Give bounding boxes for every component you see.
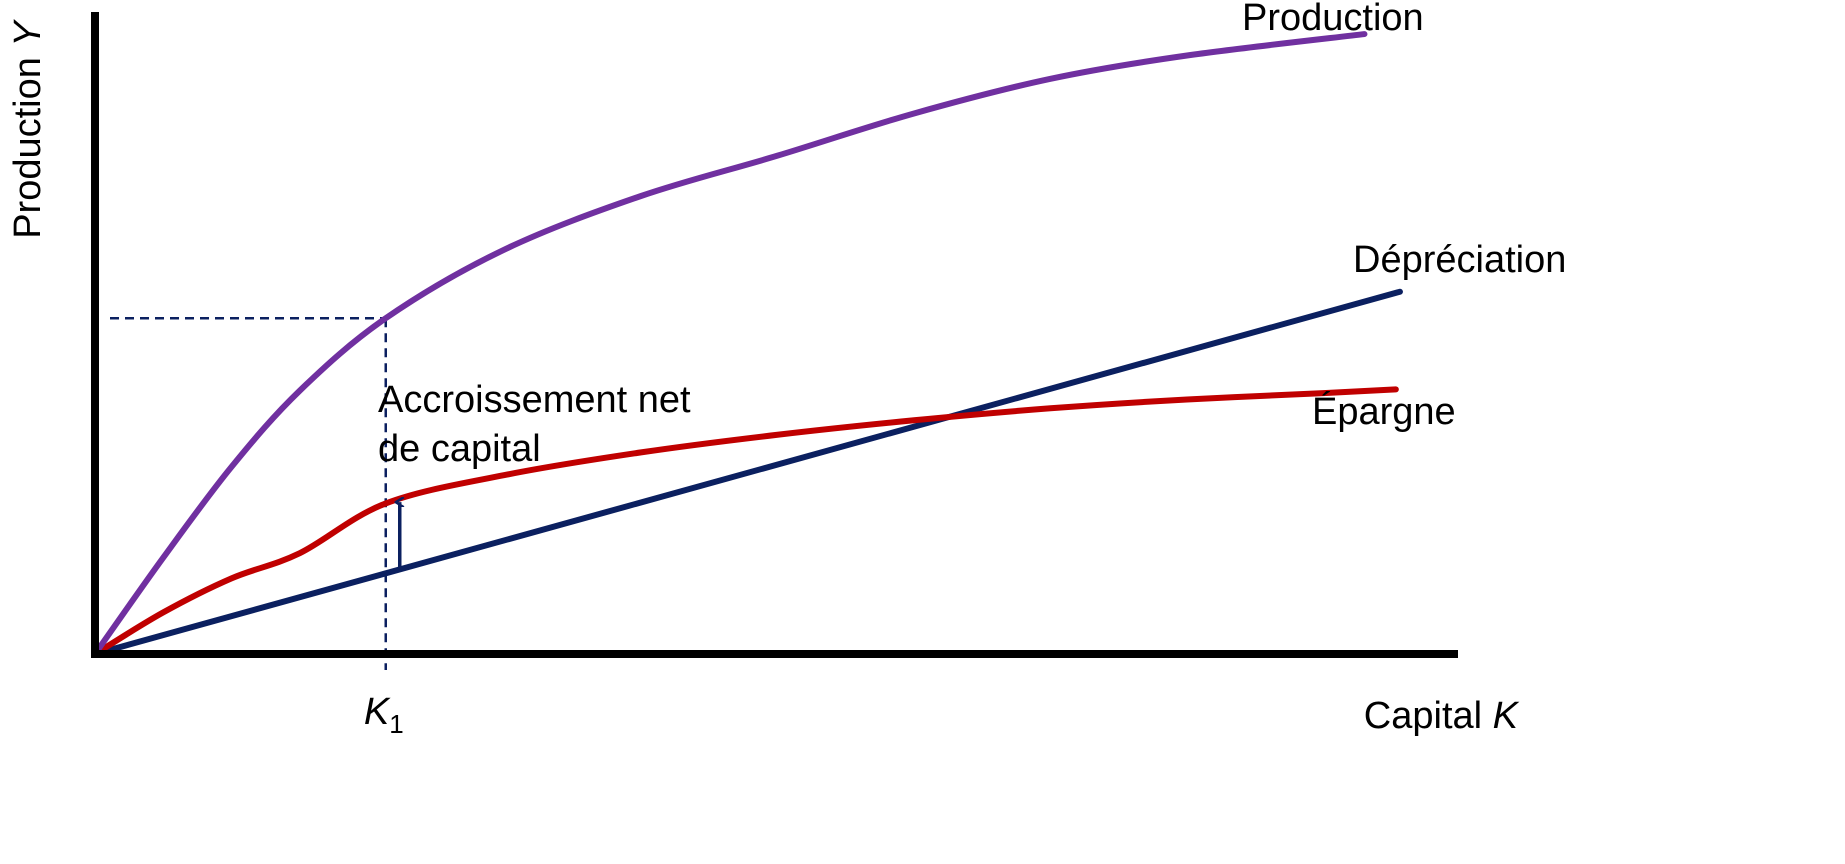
y-axis-title-var: Y bbox=[7, 19, 49, 47]
production-label: Production bbox=[1242, 0, 1424, 39]
y-axis-title-text: Production bbox=[7, 47, 49, 239]
x-tick-label-var: K bbox=[364, 691, 391, 733]
y-axis-title: Production Y bbox=[7, 19, 49, 239]
epargne-label: Épargne bbox=[1312, 390, 1456, 433]
x-tick-label-k1: K1 bbox=[364, 691, 404, 739]
x-axis-title-text: Capital bbox=[1364, 695, 1493, 737]
x-axis-title: Capital K bbox=[1364, 695, 1520, 737]
x-axis-title-var: K bbox=[1493, 695, 1520, 737]
x-tick-label-subscript: 1 bbox=[389, 709, 403, 739]
series-labels: Production Dépréciation Épargne bbox=[1242, 0, 1566, 433]
depreciation-curve bbox=[92, 288, 1403, 657]
annotation-line-1: Accroissement net bbox=[378, 379, 691, 421]
annotation-line-2: de capital bbox=[378, 428, 541, 470]
depreciation-label: Dépréciation bbox=[1353, 239, 1566, 281]
epargne-curve bbox=[92, 386, 1399, 657]
production-curve bbox=[92, 31, 1368, 657]
series-layer bbox=[92, 31, 1403, 657]
